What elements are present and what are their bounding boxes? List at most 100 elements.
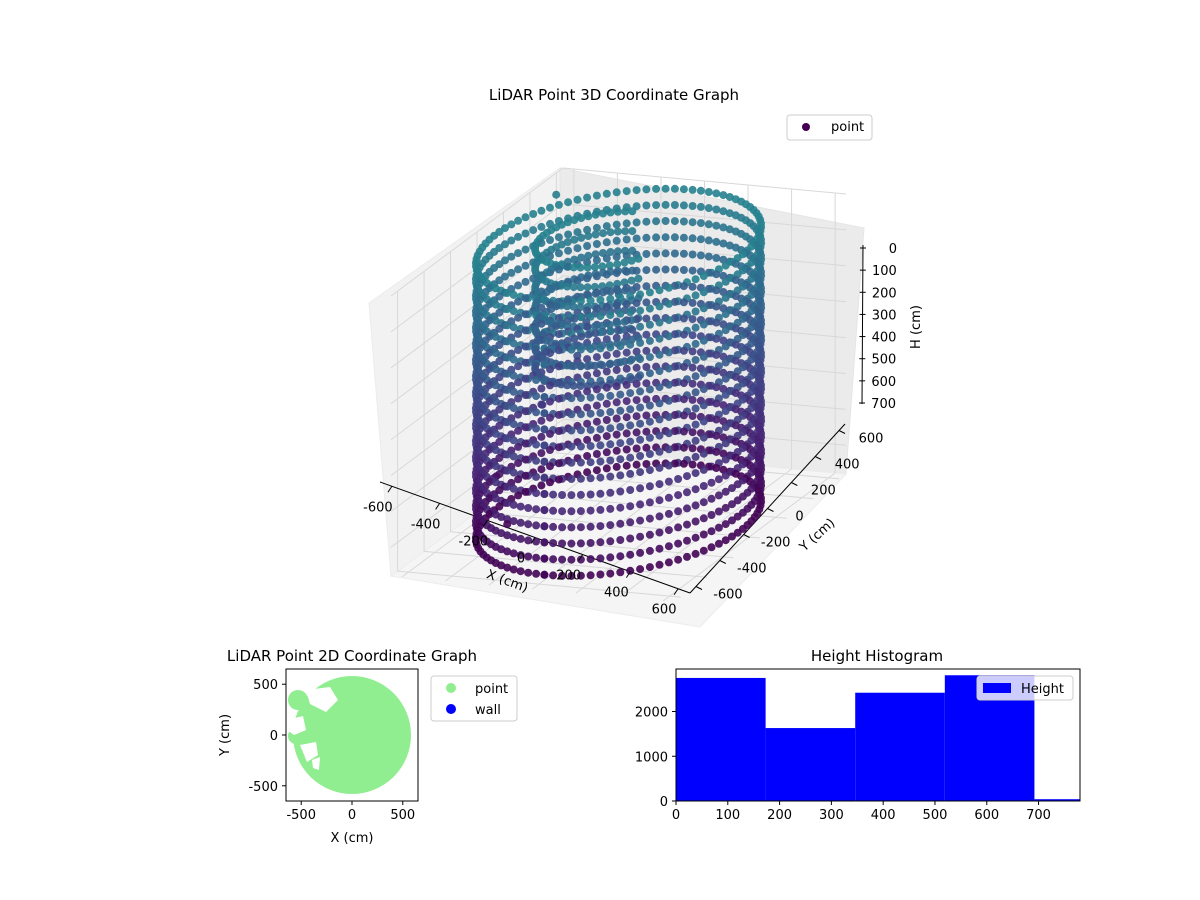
point-3d: [540, 441, 549, 450]
point-3d: [691, 323, 700, 332]
point-3d: [642, 298, 651, 307]
point-3d: [586, 539, 595, 547]
point-3d: [612, 366, 621, 374]
h-tick-label-3d: 300: [872, 308, 897, 323]
x-tick-label-2d: 500: [390, 808, 415, 823]
point-3d: [576, 442, 585, 451]
x-tick-label-3d: 600: [652, 603, 677, 618]
point-3d: [670, 265, 679, 274]
point-3d: [688, 185, 697, 194]
point-3d: [546, 236, 554, 244]
point-3d: [509, 290, 518, 299]
point-3d: [592, 223, 601, 232]
gap-2d-c: [300, 742, 318, 762]
point-3d: [626, 502, 635, 511]
point-3d: [514, 216, 523, 225]
point-3d: [674, 523, 683, 532]
point-3d: [606, 294, 615, 303]
point-3d: [503, 385, 512, 394]
point-3d: [532, 392, 541, 401]
point-3d: [602, 464, 611, 473]
point-3d: [586, 458, 595, 467]
point-3d: [626, 389, 635, 398]
x-tick-3d: [625, 571, 631, 578]
point-3d: [540, 570, 549, 579]
point-3d: [537, 449, 546, 458]
point-3d: [622, 445, 631, 454]
point-3d: [606, 440, 615, 449]
point-3d: [620, 258, 629, 267]
point-3d: [645, 530, 654, 539]
point-3d: [636, 387, 645, 396]
point-3d: [688, 347, 697, 356]
point-3d: [621, 207, 630, 216]
point-3d: [596, 489, 605, 498]
point-3d: [583, 355, 592, 364]
point-3d: [622, 235, 631, 244]
point-3d: [645, 288, 654, 297]
point-3d: [679, 298, 688, 307]
x-tick-3d: [578, 554, 584, 561]
point-3d: [636, 548, 645, 557]
point-3d: [712, 399, 721, 408]
point-3d: [567, 539, 576, 548]
point-3d: [540, 490, 549, 498]
point-3d: [558, 555, 567, 564]
point-3d: [699, 272, 708, 280]
point-3d: [509, 565, 518, 574]
point-3d: [554, 427, 563, 435]
point-3d: [514, 459, 523, 468]
point-3d: [612, 252, 621, 261]
ticks-2d: -500 0 500 -500 0 500: [248, 678, 415, 823]
point-3d: [524, 536, 533, 545]
point-3d: [721, 536, 730, 545]
point-3d: [721, 358, 730, 367]
legend-2d-label-point: point: [475, 682, 508, 697]
point-3d: [501, 224, 509, 233]
point-3d: [655, 383, 664, 392]
point-cloud-3d: [471, 184, 766, 580]
point-3d: [586, 522, 595, 531]
point-3d: [596, 295, 605, 304]
gap-2d-b: [287, 716, 306, 735]
point-3d: [546, 349, 554, 358]
point-3d: [592, 369, 601, 378]
point-3d: [691, 339, 700, 348]
point-3d: [683, 504, 691, 513]
point-3d: [613, 227, 622, 236]
point-3d: [537, 206, 546, 215]
point-3d: [652, 184, 661, 193]
point-3d: [691, 388, 700, 397]
point-3d: [642, 233, 651, 242]
point-3d: [664, 526, 673, 535]
point-3d: [584, 232, 593, 240]
point-3d: [521, 374, 530, 383]
point-3d: [516, 534, 525, 543]
point-3d: [503, 402, 512, 411]
point-3d: [554, 443, 563, 452]
point-3d: [721, 326, 730, 335]
point-3d: [554, 249, 563, 258]
point-3d: [721, 342, 730, 351]
point-3d: [596, 522, 605, 531]
point-3d: [577, 253, 586, 262]
point-3d: [626, 308, 635, 317]
point-3d: [514, 249, 523, 258]
point-3d: [636, 338, 645, 347]
point-3d: [514, 475, 523, 484]
point-3d: [655, 447, 664, 456]
point-3d: [537, 384, 546, 393]
point-3d: [699, 336, 708, 345]
point-3d: [721, 423, 730, 432]
point-3d: [691, 549, 700, 558]
point-3d: [586, 345, 595, 354]
point-3d: [591, 210, 600, 219]
point-3d: [622, 397, 631, 406]
point-3d: [583, 263, 592, 272]
y-tick-3d: [814, 456, 822, 460]
point-3d: [699, 369, 708, 377]
point-3d: [592, 433, 601, 442]
point-3d: [712, 221, 721, 230]
y-tick-label-histogram: 1000: [635, 750, 668, 765]
h-axis-label-3d: H (cm): [909, 305, 924, 349]
